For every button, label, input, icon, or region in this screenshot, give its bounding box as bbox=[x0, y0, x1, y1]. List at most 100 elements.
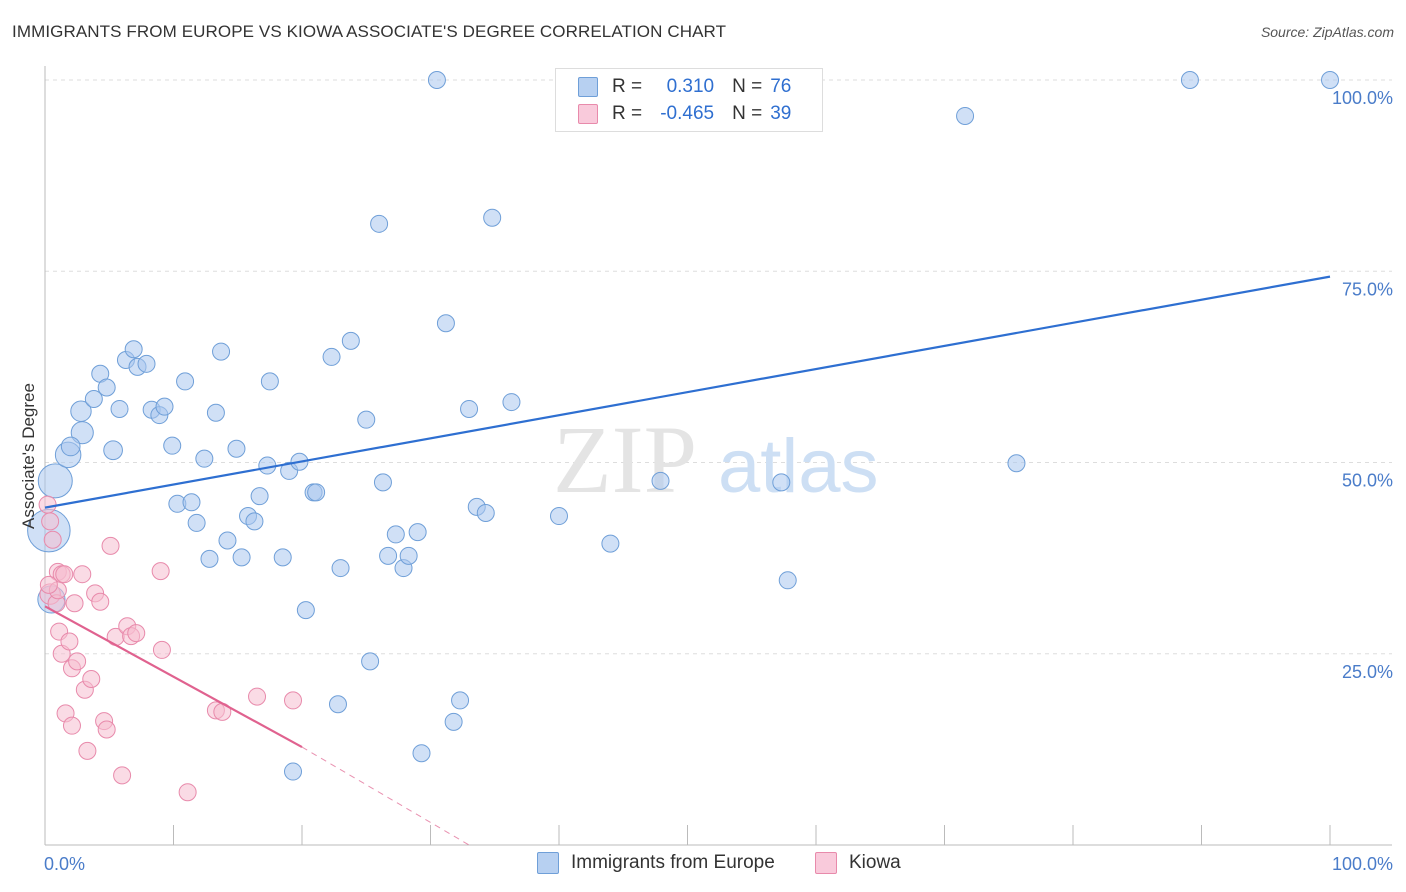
data-point-immigrants bbox=[250, 487, 269, 506]
data-point-kiowa bbox=[39, 575, 58, 594]
data-point-kiowa bbox=[127, 624, 146, 643]
data-point-kiowa bbox=[65, 594, 84, 613]
data-point-immigrants bbox=[182, 493, 201, 512]
data-point-immigrants bbox=[412, 744, 431, 763]
data-point-kiowa bbox=[73, 565, 92, 584]
data-point-immigrants bbox=[651, 471, 670, 490]
data-point-immigrants bbox=[296, 601, 315, 620]
data-point-kiowa bbox=[60, 632, 79, 651]
legend-item-immigrants[interactable]: Immigrants from Europe bbox=[537, 852, 775, 874]
data-point-kiowa bbox=[78, 741, 97, 760]
data-point-kiowa bbox=[41, 512, 60, 531]
x-tick-label-min: 0.0% bbox=[44, 854, 85, 874]
source-credit: Source: ZipAtlas.com bbox=[1260, 24, 1394, 40]
data-point-kiowa bbox=[151, 562, 170, 581]
data-point-immigrants bbox=[273, 548, 292, 567]
data-point-kiowa bbox=[91, 592, 110, 611]
y-tick-label: 50.0% bbox=[1342, 471, 1393, 491]
data-point-immigrants bbox=[84, 390, 103, 409]
data-point-immigrants bbox=[386, 525, 405, 544]
data-point-kiowa bbox=[43, 530, 62, 549]
series-kiowa-points bbox=[38, 495, 303, 802]
y-tick-label: 25.0% bbox=[1342, 662, 1393, 682]
data-point-immigrants bbox=[245, 512, 264, 531]
data-point-kiowa bbox=[178, 783, 197, 802]
data-point-immigrants bbox=[772, 473, 791, 492]
data-point-immigrants bbox=[110, 399, 129, 418]
data-point-kiowa bbox=[38, 495, 57, 514]
y-tick-label: 100.0% bbox=[1332, 88, 1393, 108]
legend-n-value-immigrants: 76 bbox=[770, 76, 792, 97]
data-point-immigrants bbox=[1180, 71, 1199, 89]
ticks: 25.0% 50.0% 75.0% 100.0% 0.0% 100.0% bbox=[44, 88, 1393, 874]
legend-n-label: N = bbox=[732, 103, 763, 124]
legend-item-kiowa[interactable]: Kiowa bbox=[815, 852, 901, 874]
data-point-immigrants bbox=[460, 399, 479, 418]
data-point-kiowa bbox=[97, 720, 116, 739]
data-point-kiowa bbox=[284, 691, 303, 710]
data-point-immigrants bbox=[200, 549, 219, 568]
data-point-immigrants bbox=[550, 507, 568, 526]
data-point-immigrants bbox=[444, 712, 463, 731]
watermark: ZIP atlas bbox=[553, 406, 879, 513]
data-point-immigrants bbox=[399, 546, 418, 565]
data-point-immigrants bbox=[408, 523, 427, 542]
data-point-immigrants bbox=[357, 410, 376, 429]
data-point-immigrants bbox=[70, 400, 92, 422]
legend-r-value-immigrants: 0.310 bbox=[666, 76, 715, 97]
data-point-immigrants bbox=[1007, 454, 1026, 473]
data-point-immigrants bbox=[218, 531, 237, 550]
data-point-kiowa bbox=[152, 640, 171, 659]
data-point-immigrants bbox=[601, 534, 620, 553]
data-point-immigrants bbox=[284, 762, 303, 781]
data-point-kiowa bbox=[68, 652, 87, 671]
data-point-immigrants bbox=[187, 513, 206, 532]
legend-n-value-kiowa: 39 bbox=[770, 103, 792, 124]
data-point-immigrants bbox=[212, 342, 231, 361]
data-point-immigrants bbox=[483, 208, 502, 227]
data-point-immigrants bbox=[227, 439, 246, 458]
legend-n-label: N = bbox=[732, 76, 763, 97]
legend-row-kiowa: R = -0.465 N = 39 bbox=[578, 102, 791, 126]
data-point-immigrants bbox=[124, 340, 143, 359]
data-point-immigrants bbox=[307, 483, 326, 502]
data-point-kiowa bbox=[248, 687, 267, 706]
axes bbox=[44, 66, 1392, 846]
legend-swatch-blue bbox=[578, 77, 598, 97]
trend-line-kiowa-extension bbox=[301, 746, 470, 846]
legend-r-value-kiowa: -0.465 bbox=[660, 103, 715, 124]
data-point-immigrants bbox=[163, 436, 182, 455]
data-point-immigrants bbox=[176, 372, 195, 391]
data-point-immigrants bbox=[328, 695, 347, 714]
data-point-immigrants bbox=[155, 397, 174, 416]
data-point-immigrants bbox=[331, 559, 350, 578]
data-point-immigrants bbox=[97, 378, 116, 397]
chart-title: IMMIGRANTS FROM EUROPE VS KIOWA ASSOCIAT… bbox=[12, 22, 727, 41]
legend-label-immigrants: Immigrants from Europe bbox=[571, 852, 775, 873]
watermark-atlas: atlas bbox=[718, 424, 879, 509]
legend-r-label: R = bbox=[612, 103, 643, 124]
data-point-immigrants bbox=[37, 463, 73, 499]
trend-lines bbox=[44, 275, 1331, 846]
data-point-immigrants bbox=[195, 449, 214, 468]
data-point-immigrants bbox=[436, 314, 455, 333]
legend-r-label: R = bbox=[612, 76, 643, 97]
y-axis-label: Associate's Degree bbox=[19, 383, 38, 529]
gridlines bbox=[45, 79, 1392, 655]
data-point-kiowa bbox=[55, 565, 74, 584]
data-point-immigrants bbox=[379, 546, 398, 565]
y-tick-label: 75.0% bbox=[1342, 279, 1393, 299]
data-point-immigrants bbox=[322, 347, 341, 366]
data-point-immigrants bbox=[341, 331, 360, 350]
data-point-immigrants bbox=[476, 503, 495, 522]
data-point-immigrants bbox=[427, 71, 446, 89]
legend-swatch-kiowa bbox=[815, 852, 837, 874]
legend-label-kiowa: Kiowa bbox=[849, 852, 901, 873]
legend-swatch-immigrants bbox=[537, 852, 559, 874]
series-legend: Immigrants from Europe Kiowa bbox=[0, 852, 1406, 878]
data-point-kiowa bbox=[101, 536, 120, 555]
data-point-immigrants bbox=[370, 214, 389, 233]
data-point-immigrants bbox=[778, 571, 797, 590]
data-point-immigrants bbox=[232, 548, 251, 567]
